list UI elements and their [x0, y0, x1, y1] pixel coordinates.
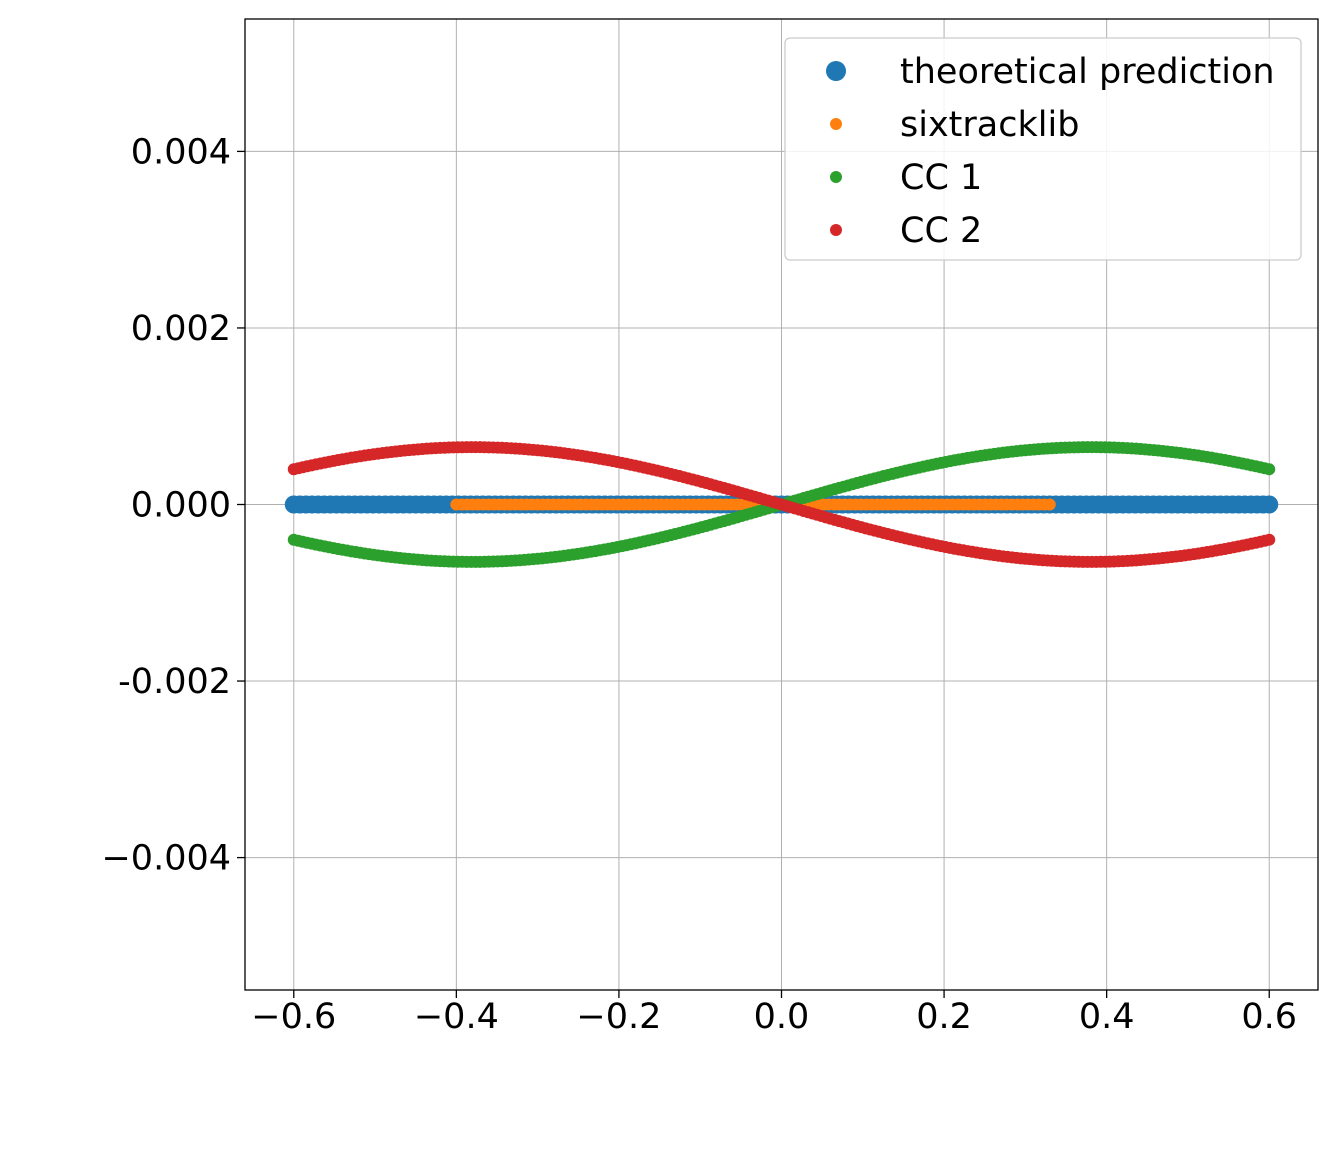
- x-tick-label: −0.6: [251, 997, 336, 1037]
- legend: theoretical prediction sixtracklib CC 1 CC …: [784, 37, 1302, 261]
- x-tick-label: −0.4: [414, 997, 499, 1037]
- x-tick-label: 0.6: [1241, 997, 1297, 1037]
- y-tick-label: -0.002: [118, 662, 231, 702]
- legend-marker: [830, 118, 842, 130]
- legend-marker: [826, 61, 846, 81]
- y-tick-label: −0.004: [101, 839, 231, 879]
- legend-marker: [830, 171, 842, 183]
- legend-box: [784, 37, 1302, 261]
- x-tick-label: −0.2: [576, 997, 661, 1037]
- legend-label: CC 1: [900, 158, 982, 198]
- series-3-point: [1263, 533, 1276, 546]
- y-tick-label: 0.000: [131, 486, 231, 526]
- y-tick-label: 0.002: [131, 309, 231, 349]
- legend-label: theoretical prediction: [900, 52, 1275, 92]
- legend-label: sixtracklib: [900, 105, 1079, 145]
- x-tick-label: 0.2: [916, 997, 972, 1037]
- series-0-point: [1260, 495, 1279, 514]
- x-tick-label: 0.4: [1079, 997, 1135, 1037]
- x-tick-label: 0.0: [754, 997, 810, 1037]
- series-2-point: [1263, 463, 1276, 476]
- series-1-point: [1043, 498, 1056, 511]
- data-points: [284, 441, 1279, 568]
- legend-marker: [830, 224, 842, 236]
- axes: −0.6 −0.4 −0.2 0.0 0.2 0.4 0.6 0.004 0.002 0.000 -…: [101, 132, 1297, 1037]
- y-tick-label: 0.004: [131, 132, 231, 172]
- legend-label: CC 2: [900, 211, 982, 251]
